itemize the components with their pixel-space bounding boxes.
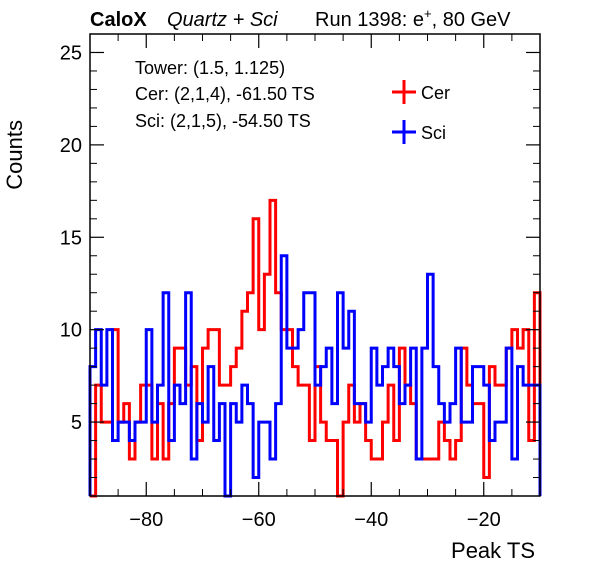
run-info-suffix: , 80 GeV — [432, 9, 512, 31]
legend-entry-cer: Cer — [392, 80, 450, 104]
run-info-superscript: + — [424, 6, 432, 21]
run-info-prefix: Run 1398: e — [315, 9, 424, 31]
series-layer — [88, 198, 542, 498]
y-tick-label: 20 — [60, 135, 82, 157]
series-sci-histogram — [88, 254, 542, 498]
legend-label-cer: Cer — [421, 83, 450, 103]
x-tick-label: −80 — [129, 509, 163, 531]
chart-brand: CaloX — [90, 9, 147, 31]
x-tick-label: −20 — [467, 509, 501, 531]
tower-info: Tower: (1.5, 1.125) — [135, 58, 285, 78]
run-info: Run 1398: e+, 80 GeV — [315, 6, 511, 31]
y-axis-title: Counts — [2, 120, 27, 190]
legend: Cer Sci — [392, 80, 450, 144]
cer-info: Cer: (2,1,4), -61.50 TS — [135, 84, 315, 104]
sci-info: Sci: (2,1,5), -54.50 TS — [135, 111, 311, 131]
chart-subtitle: Quartz + Sci — [167, 9, 278, 31]
x-tick-label: −60 — [242, 509, 276, 531]
y-tick-label: 25 — [60, 42, 82, 64]
y-tick-label: 5 — [71, 412, 82, 434]
legend-entry-sci: Sci — [392, 120, 446, 144]
y-tick-label: 15 — [60, 227, 82, 249]
x-axis-title: Peak TS — [451, 538, 535, 563]
x-tick-label: −40 — [354, 509, 388, 531]
y-tick-label: 10 — [60, 320, 82, 342]
legend-label-sci: Sci — [421, 123, 446, 143]
tick-layer: −80 −60 −40 −20 5 10 15 20 25 — [60, 33, 541, 531]
